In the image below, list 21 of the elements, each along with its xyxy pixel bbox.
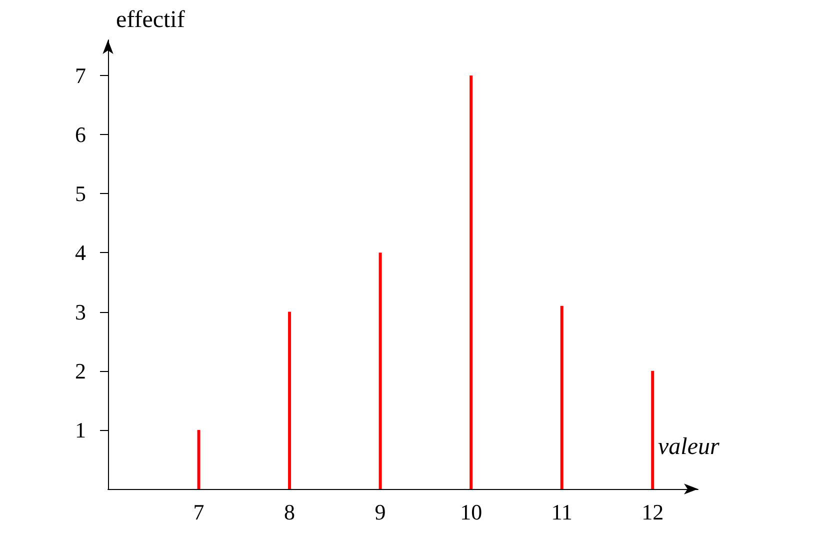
- y-tick-label: 7: [75, 62, 86, 88]
- bar: [560, 306, 564, 489]
- y-tick-label: 4: [75, 240, 86, 266]
- y-tick-label: 3: [75, 299, 86, 324]
- bar: [197, 430, 200, 489]
- bar: [651, 370, 654, 489]
- x-tick-label: 11: [551, 500, 572, 524]
- bar: [288, 312, 292, 489]
- bar: [470, 75, 473, 489]
- y-tick-label: 5: [75, 181, 86, 206]
- x-tick-label: 7: [193, 500, 204, 524]
- x-tick-label: 10: [460, 500, 482, 524]
- y-tick-label: 6: [75, 122, 86, 148]
- bar: [378, 252, 382, 489]
- x-axis-title: valeur: [658, 434, 720, 460]
- x-tick-label: 8: [284, 500, 296, 524]
- y-tick-label: 2: [75, 358, 86, 384]
- y-tick-label: 1: [75, 417, 86, 442]
- x-tick-label: 9: [374, 500, 386, 524]
- x-tick-label: 12: [642, 500, 664, 524]
- y-axis-title: effectif: [116, 7, 185, 33]
